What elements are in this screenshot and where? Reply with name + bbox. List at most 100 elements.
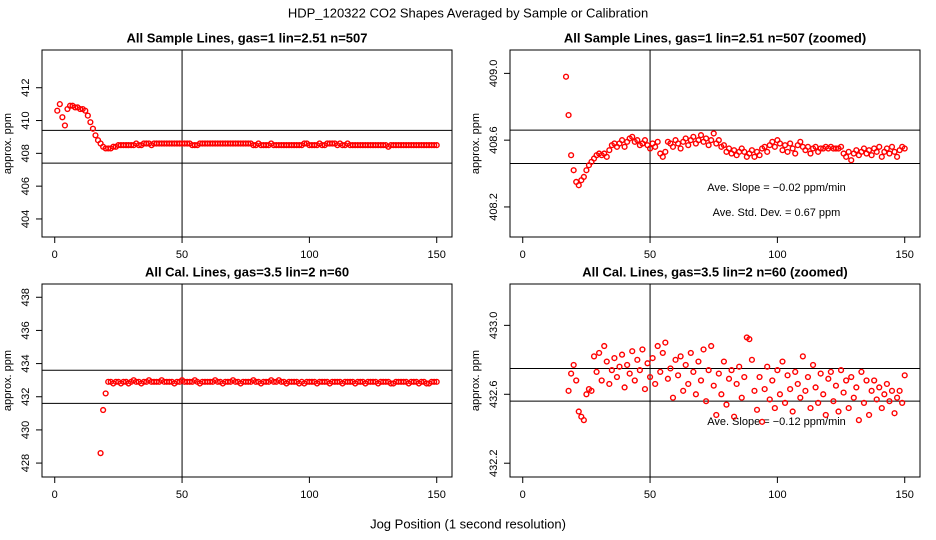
data-point [369,378,377,385]
data-point [886,398,893,405]
data-point [262,378,270,385]
data-point [700,346,707,353]
data-point [797,138,804,145]
data-point [685,142,692,149]
data-point [702,135,710,142]
data-point [865,411,873,419]
x-tick-label: 150 [428,249,446,261]
data-point [891,148,898,155]
data-point [596,349,603,357]
data-point [603,153,610,160]
annotation: Ave. Slope = −0.12 ppm/min [707,416,846,428]
y-axis-label: approx. ppm [470,113,482,174]
data-point [769,377,776,384]
data-point [893,153,901,160]
data-point [601,342,608,350]
data-point [641,137,649,144]
data-point [779,358,786,365]
x-tick-label: 100 [300,489,318,501]
annotation: Ave. Slope = −0.02 ppm/min [707,182,846,194]
data-point [657,368,664,375]
data-point [84,112,91,119]
data-point [705,367,712,374]
data-point [573,377,580,384]
data-point [685,380,692,388]
data-point [677,353,684,360]
data-point [723,401,730,408]
y-tick-label: 408 [20,144,32,162]
data-point [807,404,814,412]
data-point [881,391,888,398]
data-point [741,373,748,381]
data-point [682,135,689,142]
data-point [860,399,868,407]
x-axis-label: Jog Position (1 second resolution) [370,516,566,531]
data-point [781,399,789,407]
plot-frame [41,283,453,478]
data-point [692,391,700,398]
data-point [565,112,572,119]
data-point [784,372,791,379]
data-point [878,404,885,412]
data-point [848,373,855,381]
data-point [593,368,600,375]
data-point [105,378,112,385]
data-point [270,378,277,385]
data-point [250,142,257,149]
data-point [812,143,819,150]
data-point [621,143,628,150]
data-point [652,380,659,388]
data-point [822,411,829,419]
x-tick-label: 50 [176,249,188,261]
data-point [771,404,778,412]
data-point [883,380,890,388]
y-tick-label: 438 [20,288,32,306]
data-point [562,73,570,80]
data-point [741,148,748,155]
data-point [278,378,285,385]
data-point [626,370,633,377]
data-point [431,142,438,149]
data-point [720,358,728,365]
data-point [382,378,389,385]
data-point [853,147,860,154]
data-point [708,342,715,350]
data-point [649,354,656,362]
data-point [624,361,631,369]
data-point [347,378,354,385]
data-point [878,153,885,160]
data-point [128,142,135,149]
data-point [789,145,796,152]
data-point [652,143,659,150]
data-point [618,351,626,358]
data-point [794,380,801,388]
data-point [850,394,857,401]
data-point [690,368,697,375]
data-point [845,404,852,412]
data-point [184,140,191,147]
data-point [153,378,160,385]
data-point [718,391,725,398]
data-point [804,143,812,150]
data-point [232,378,239,385]
data-point [774,367,781,374]
data-point [191,142,198,149]
data-point [840,389,847,396]
data-point [682,361,689,369]
data-point [809,361,817,369]
data-point [713,411,720,419]
data-point [860,145,868,152]
data-point [291,378,298,385]
x-tick-label: 150 [896,249,914,261]
panel: All Cal. Lines, gas=3.5 lin=2 n=60 approx… [2,264,453,501]
data-point [301,140,308,147]
data-point [858,368,865,375]
data-point [899,399,906,407]
data-point [868,152,875,159]
data-point [262,142,270,149]
data-point [646,373,654,381]
data-point [140,378,147,385]
data-point [825,375,832,382]
y-tick-label: 408.2 [488,193,500,221]
data-point [112,378,119,385]
